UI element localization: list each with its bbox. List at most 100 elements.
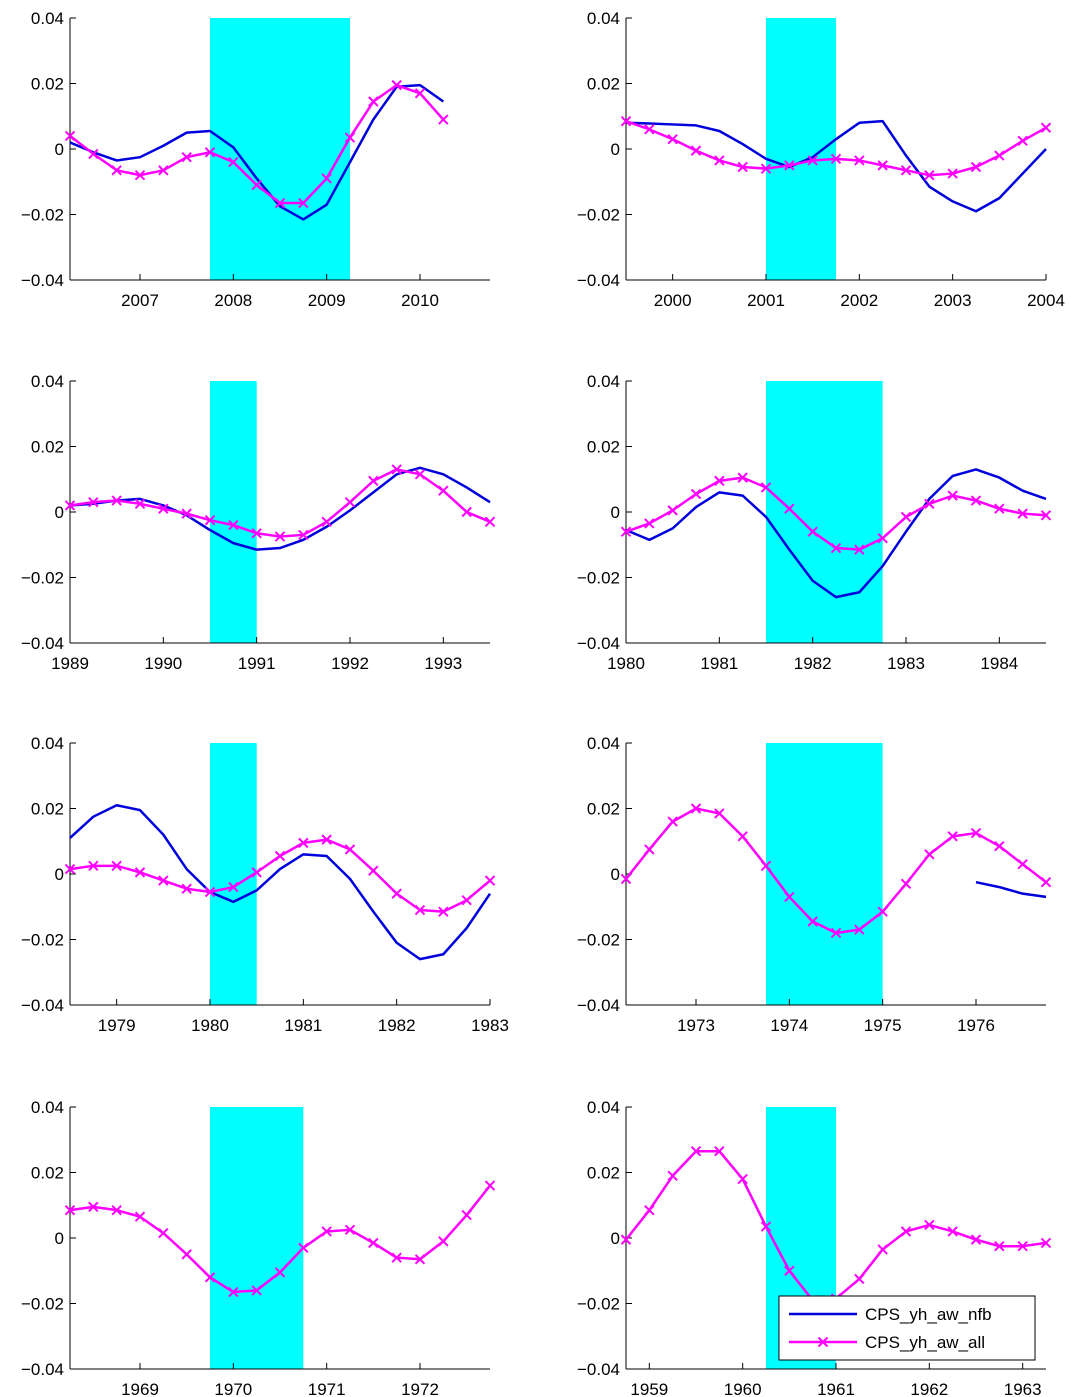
data-point-marker (877, 160, 888, 171)
y-tick-label: 0 (611, 1229, 620, 1248)
data-point-marker (274, 1267, 286, 1278)
data-point-marker (88, 1201, 99, 1213)
data-point-marker (88, 860, 99, 872)
data-point-marker (414, 904, 426, 916)
data-point-marker (111, 1204, 122, 1216)
data-point-marker (158, 1227, 169, 1239)
series-line-nfb (625, 468, 1047, 599)
data-point-marker (667, 1170, 678, 1181)
recession-band (766, 743, 883, 1005)
data-point-marker (877, 906, 888, 917)
y-tick-label: 0.02 (587, 75, 620, 94)
series-line-nfb (69, 803, 492, 961)
data-point-marker (64, 1204, 76, 1216)
panel-4: −0.04 −0.02 0 0.02 0.04 1980 1981 1982 1983 1984 (577, 372, 1052, 673)
x-tick-label: 1960 (724, 1380, 762, 1397)
data-point-marker (461, 1209, 472, 1221)
data-point-marker (414, 88, 426, 99)
data-point-marker (994, 150, 1005, 161)
data-point-marker (368, 96, 379, 107)
data-point-marker (298, 1242, 309, 1254)
x-tick-label: 1959 (630, 1380, 668, 1397)
data-point-marker (1040, 1237, 1052, 1249)
y-tick-label: 0.04 (587, 372, 620, 391)
y-tick-label: −0.02 (21, 1295, 64, 1314)
data-point-marker (414, 1254, 426, 1265)
data-point-marker (690, 1146, 702, 1157)
x-tick-label: 2000 (654, 291, 692, 310)
data-point-marker (924, 169, 935, 181)
data-point-marker (461, 506, 472, 518)
data-point-marker (438, 485, 449, 496)
y-tick-label: −0.02 (577, 569, 620, 588)
data-point-marker (158, 503, 169, 514)
data-point-marker (321, 516, 332, 528)
y-tick-label: 0 (55, 865, 64, 884)
data-point-marker (690, 145, 702, 156)
recession-band (766, 381, 883, 643)
y-tick-label: −0.04 (577, 271, 620, 290)
data-point-marker (667, 133, 678, 145)
data-point-marker (830, 542, 842, 554)
x-tick-label: 2007 (121, 291, 159, 310)
data-point-marker (620, 526, 632, 537)
y-tick-label: 0 (55, 140, 64, 159)
data-point-marker (1017, 508, 1028, 519)
data-point-marker (461, 894, 472, 906)
y-tick-label: 0.04 (587, 734, 620, 753)
x-tick-label: 2003 (934, 291, 972, 310)
data-point-marker (134, 169, 146, 181)
y-tick-label: −0.02 (577, 931, 620, 950)
data-point-marker (737, 831, 748, 842)
data-point-marker (737, 1173, 748, 1185)
panel-7: −0.04 −0.02 0 0.02 0.04 1969 1970 1971 1972 (21, 1098, 496, 1397)
data-point-marker (900, 511, 912, 523)
data-point-marker (690, 488, 702, 500)
data-point-marker (620, 115, 632, 127)
y-tick-label: −0.02 (21, 931, 64, 950)
series-line-nfb (625, 119, 1047, 213)
series-line-nfb (975, 880, 1047, 899)
data-point-marker (228, 519, 239, 531)
x-tick-label: 2004 (1027, 291, 1065, 310)
x-tick-label: 1993 (424, 654, 462, 673)
x-tick-label: 1981 (284, 1016, 322, 1035)
data-point-marker (111, 860, 122, 872)
data-point-marker (644, 844, 655, 855)
data-point-marker (760, 482, 772, 493)
panel-5: −0.04 −0.02 0 0.02 0.04 1979 1980 1981 1982 1983 (21, 734, 509, 1035)
data-point-marker (690, 803, 702, 814)
data-point-marker (484, 1180, 496, 1191)
data-point-marker (321, 1226, 332, 1237)
data-point-marker (204, 514, 216, 526)
x-tick-label: 2002 (840, 291, 878, 310)
data-point-marker (204, 147, 216, 158)
data-point-marker (344, 496, 356, 508)
data-point-marker (88, 148, 99, 160)
x-tick-label: 1980 (607, 654, 645, 673)
x-tick-label: 1989 (51, 654, 89, 673)
data-point-marker (368, 475, 379, 487)
y-tick-label: 0.04 (31, 734, 64, 753)
x-tick-label: 1983 (887, 654, 925, 673)
x-tick-label: 2010 (401, 291, 439, 310)
data-point-marker (414, 469, 426, 480)
data-point-marker (947, 1226, 958, 1237)
y-tick-label: −0.02 (577, 1295, 620, 1314)
data-point-marker (924, 849, 935, 860)
legend-label: CPS_yh_aw_nfb (865, 1305, 992, 1324)
data-point-marker (134, 498, 146, 510)
data-point-marker (620, 873, 632, 885)
data-point-marker (438, 1236, 449, 1247)
data-point-marker (1040, 510, 1052, 521)
data-point-marker (251, 867, 262, 878)
x-tick-label: 2001 (747, 291, 785, 310)
x-tick-label: 1969 (121, 1380, 159, 1397)
data-point-marker (111, 495, 122, 506)
y-tick-label: −0.04 (21, 996, 64, 1015)
data-point-marker (438, 906, 449, 917)
data-point-marker (1040, 876, 1052, 888)
series-line-nfb (69, 83, 445, 221)
data-point-marker (877, 1244, 888, 1255)
